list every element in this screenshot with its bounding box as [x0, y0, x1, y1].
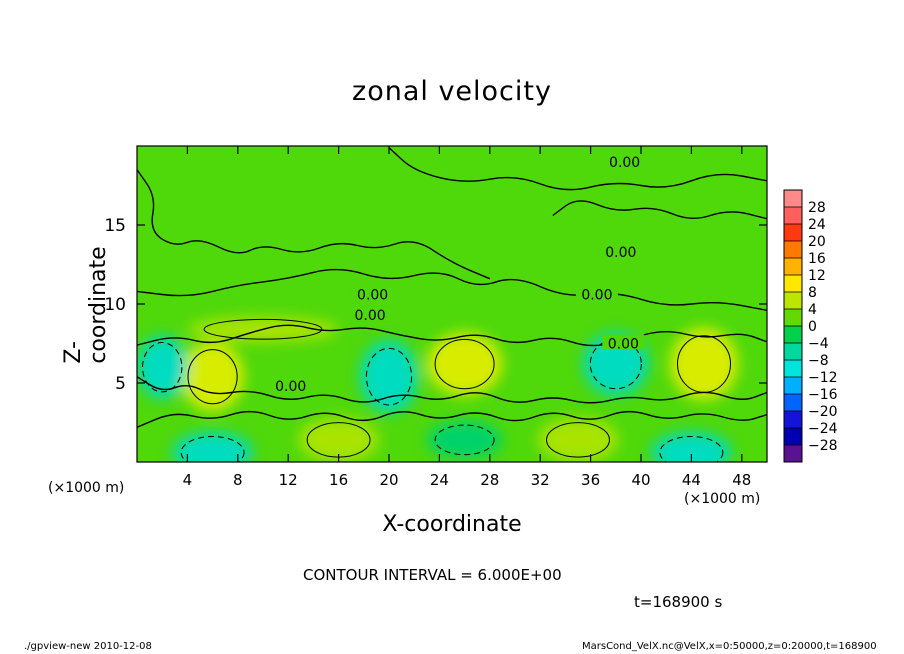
contour-label: 0.00	[357, 288, 388, 304]
contour-label-bg	[575, 285, 618, 301]
colorbar-label: −28	[808, 438, 838, 454]
colorbar-swatch	[784, 292, 802, 310]
y-tick-label: 5	[115, 374, 126, 394]
velocity-cell	[137, 335, 188, 399]
colorbar-label: −16	[808, 387, 838, 403]
colorbar-swatch	[784, 258, 802, 276]
footer-program-date: ./gpview-new 2010-12-08	[24, 641, 152, 652]
contour-label: 0.00	[608, 337, 639, 353]
x-tick-label: 28	[480, 471, 499, 489]
zero-contour	[552, 200, 767, 220]
colorbar-swatch	[784, 428, 802, 446]
negative-contour	[659, 436, 724, 462]
colorbar-swatch	[784, 343, 802, 361]
colorbar-swatch	[784, 241, 802, 259]
colorbar-label: −8	[808, 353, 829, 369]
velocity-cell	[537, 417, 619, 462]
contour-label: 0.00	[581, 288, 612, 304]
time-stamp: t=168900 s	[634, 593, 723, 611]
x-tick-label: 8	[233, 471, 243, 489]
colorbar-swatch	[784, 207, 802, 225]
colorbar-swatch	[784, 394, 802, 412]
x-tick-label: 32	[531, 471, 550, 489]
x-tick-label: 16	[329, 471, 348, 489]
x-tick-label: 44	[682, 471, 701, 489]
contour-label-bg	[351, 285, 394, 301]
positive-contour	[434, 338, 495, 390]
colorbar-swatch	[784, 445, 802, 463]
x-tick-label: 24	[430, 471, 449, 489]
contour-label: 0.00	[275, 379, 306, 395]
colorbar-label: 20	[808, 234, 826, 250]
x-axis-label: X-coordinate	[382, 512, 522, 537]
colorbar-swatch	[784, 411, 802, 429]
zero-contour	[137, 169, 491, 280]
velocity-cell	[181, 341, 245, 412]
colorbar-label: 4	[808, 302, 817, 318]
negative-contour	[365, 347, 413, 406]
x-tick-label: 4	[183, 471, 193, 489]
x-axis-unit-left: (×1000 m)	[48, 480, 125, 496]
positive-contour	[187, 349, 238, 405]
colorbar-swatch	[784, 190, 802, 208]
contour-label-bg	[599, 242, 642, 258]
velocity-cell	[172, 431, 253, 462]
contour-label: 0.00	[605, 245, 636, 261]
velocity-cell	[298, 417, 379, 462]
negative-contour	[589, 338, 642, 390]
colorbar-swatch	[784, 224, 802, 242]
colorbar-label: 16	[808, 251, 826, 267]
x-tick-label: 20	[379, 471, 398, 489]
positive-contour	[203, 318, 323, 340]
colorbar-label: 12	[808, 268, 826, 284]
colorbar-label: 24	[808, 217, 826, 233]
contour-label: 0.00	[355, 308, 386, 324]
zero-contour	[388, 147, 767, 191]
x-tick-label: 48	[732, 471, 751, 489]
colorbar-label: −24	[808, 421, 838, 437]
zero-contour	[137, 376, 767, 404]
footer-source-variable: MarsCond_VelX.nc@VelX,x=0:50000,z=0:2000…	[582, 641, 877, 652]
x-axis-unit-right: (×1000 m)	[684, 491, 761, 507]
chart-title: zonal velocity	[352, 76, 552, 107]
contour-label: 0.00	[609, 155, 640, 171]
colorbar-swatch	[784, 326, 802, 344]
zero-contour	[137, 324, 767, 347]
x-tick-label: 12	[279, 471, 298, 489]
positive-contour	[546, 422, 610, 458]
contour-interval-note: CONTOUR INTERVAL = 6.000E+00	[303, 566, 562, 584]
negative-contour	[434, 424, 495, 456]
negative-contour	[180, 436, 245, 462]
colorbar-swatch	[784, 275, 802, 293]
y-tick-label: 10	[104, 295, 126, 315]
colorbar-label: 28	[808, 200, 826, 216]
velocity-cell	[651, 431, 732, 462]
contour-label-bg	[603, 152, 646, 168]
colorbar-label: 8	[808, 285, 817, 301]
y-tick-label: 15	[104, 216, 126, 236]
velocity-cell	[669, 327, 739, 401]
x-tick-label: 36	[581, 471, 600, 489]
negative-contour	[142, 342, 183, 393]
x-tick-label: 40	[631, 471, 650, 489]
colorbar-label: 0	[808, 319, 817, 335]
velocity-cell	[426, 420, 503, 459]
zero-contour	[137, 410, 767, 428]
colorbar-label: −20	[808, 404, 838, 420]
velocity-cell	[426, 332, 503, 396]
colorbar-swatch	[784, 360, 802, 378]
colorbar-swatch	[784, 377, 802, 395]
colorbar-label: −4	[808, 336, 829, 352]
colorbar-label: −12	[808, 370, 838, 386]
zero-contour	[137, 268, 767, 311]
contour-label-bg	[602, 334, 645, 350]
colorbar-swatch	[784, 309, 802, 327]
contour-label-bg	[269, 377, 312, 393]
contour-label-bg	[349, 306, 392, 322]
